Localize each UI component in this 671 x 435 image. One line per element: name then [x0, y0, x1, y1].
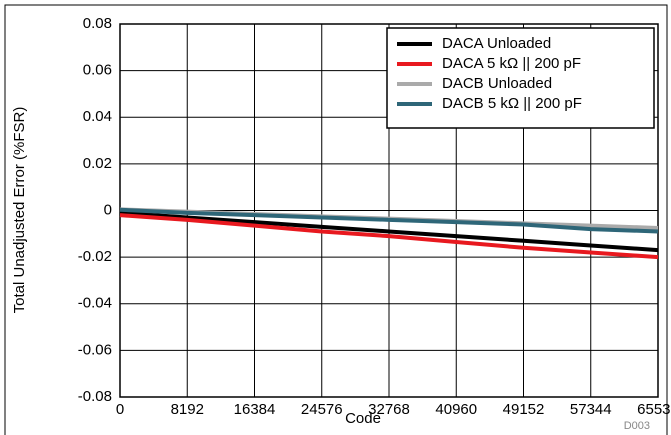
- y-tick-label: -0.02: [78, 248, 112, 265]
- x-axis-label: Code: [345, 410, 381, 427]
- x-tick-label: 65536: [637, 401, 671, 418]
- legend-label: DACA Unloaded: [442, 35, 551, 52]
- y-tick-label: -0.06: [78, 341, 112, 358]
- series-line: [119, 207, 659, 234]
- y-tick-label: 0: [104, 201, 112, 218]
- x-tick-label: 57344: [570, 401, 612, 418]
- series-line: [119, 210, 659, 253]
- x-tick-label: 16384: [234, 401, 276, 418]
- legend-label: DACB 5 kΩ || 200 pF: [442, 95, 582, 112]
- frame: [4, 4, 668, 435]
- series-line: [119, 213, 659, 260]
- y-tick-label: 0.06: [83, 62, 112, 79]
- x-tick-label: 0: [116, 401, 124, 418]
- y-tick-label: -0.08: [78, 388, 112, 405]
- y-tick-label: -0.04: [78, 295, 112, 312]
- y-tick-label: 0.04: [83, 108, 112, 125]
- x-tick-label: 49152: [503, 401, 545, 418]
- y-axis-label: Total Unadjusted Error (%FSR): [11, 107, 28, 314]
- x-tick-label: 8192: [171, 401, 204, 418]
- y-tick-label: 0.08: [83, 15, 112, 32]
- annotation: D003: [624, 420, 650, 432]
- legend-label: DACB Unloaded: [442, 75, 552, 92]
- x-tick-label: 40960: [435, 401, 477, 418]
- x-tick-label: 24576: [301, 401, 343, 418]
- y-tick-label: 0.02: [83, 155, 112, 172]
- x-tick-label: 32768: [368, 401, 410, 418]
- legend-label: DACA 5 kΩ || 200 pF: [442, 55, 581, 72]
